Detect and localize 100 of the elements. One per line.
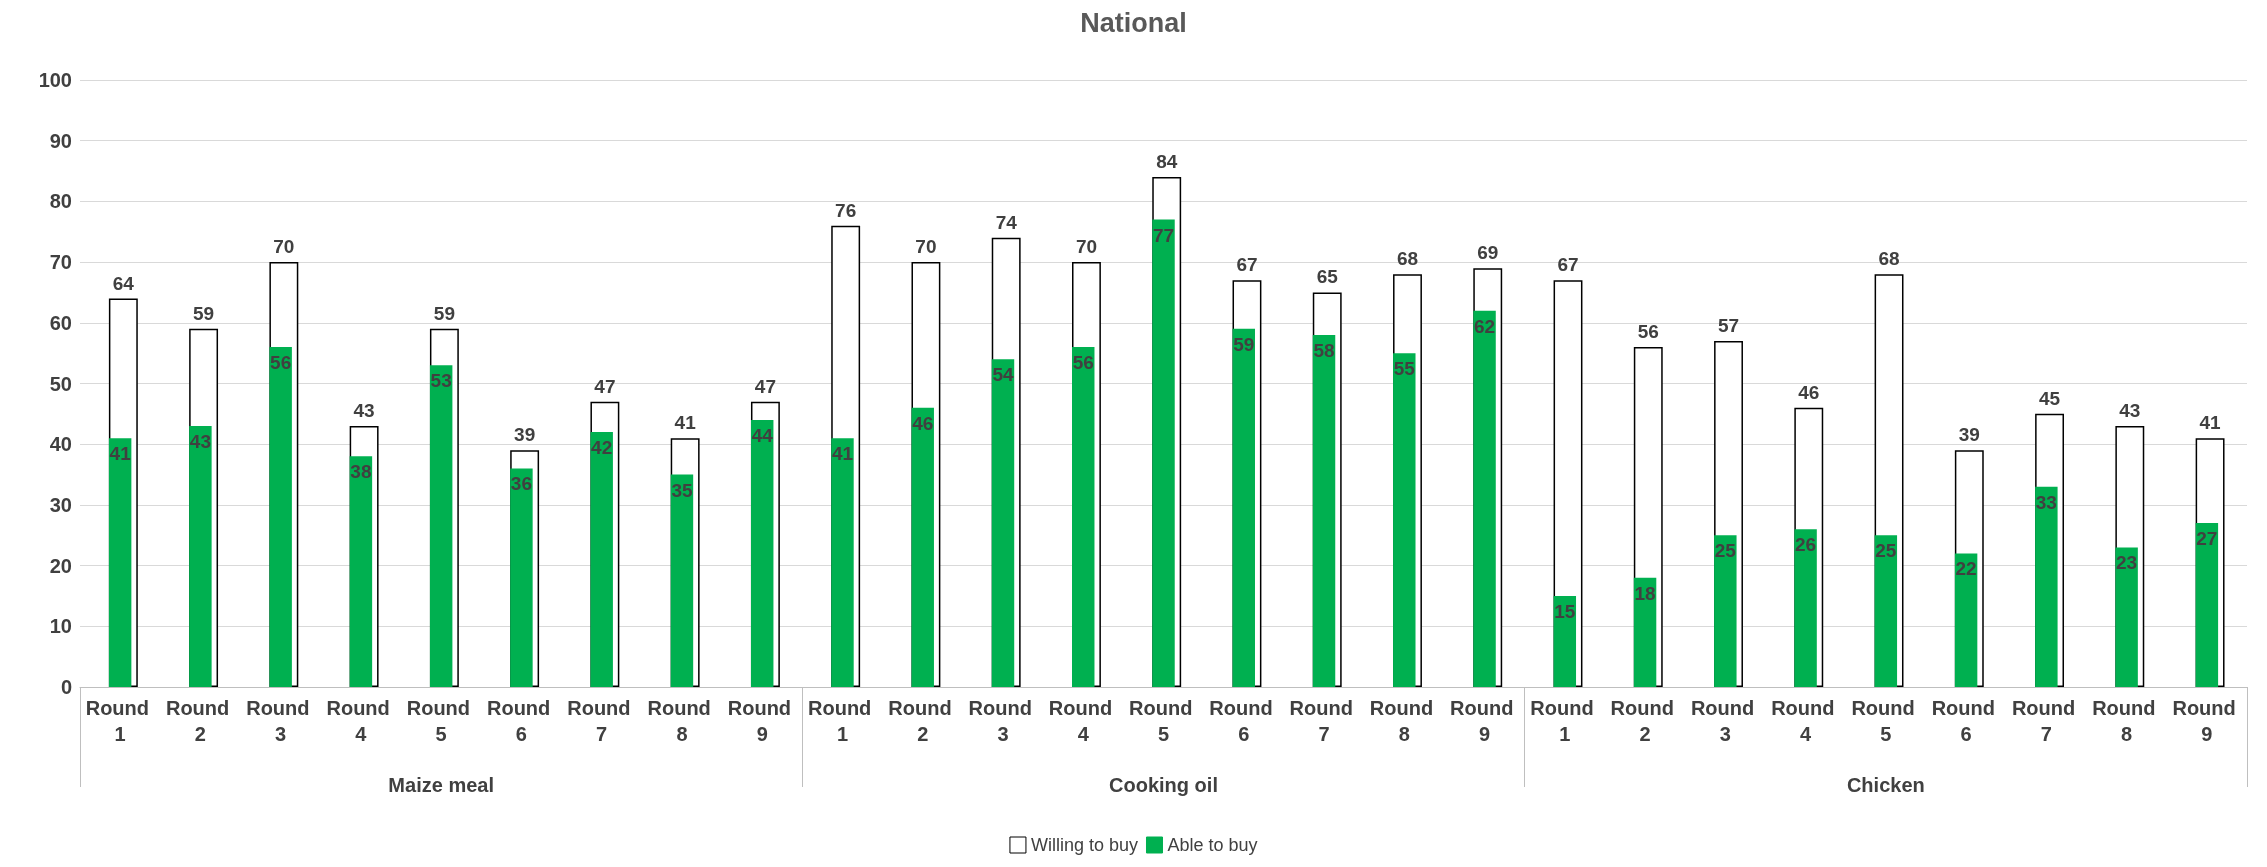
data-label: 59 (433, 302, 455, 324)
x-tick-label: Round 5 (1851, 697, 1921, 745)
x-tick-label: Round 1 (1530, 697, 1600, 745)
bar (750, 419, 774, 687)
data-label: 68 (1878, 248, 1900, 270)
x-tick-label: Round 4 (326, 697, 396, 745)
data-label: 70 (1075, 236, 1098, 258)
data-label: 35 (671, 479, 693, 501)
x-tick-label: Round 2 (888, 697, 958, 745)
bar (2195, 523, 2219, 687)
x-tick-label: Round 1 (85, 697, 155, 745)
data-label: 43 (2119, 399, 2141, 421)
data-label: 68 (1396, 248, 1419, 270)
data-label: 55 (1393, 358, 1416, 380)
chart-title: National (1080, 7, 1187, 38)
data-label: 25 (1714, 540, 1737, 562)
y-tick-label: 80 (49, 190, 72, 213)
x-tick-label: Round 1 (808, 697, 877, 745)
data-label: 39 (514, 424, 536, 446)
text: Maize meal (388, 774, 494, 796)
bar (189, 425, 212, 687)
data-label: 64 (112, 272, 135, 294)
bar (670, 474, 694, 687)
x-tick-label: Round 2 (1610, 697, 1680, 745)
bar (510, 468, 533, 687)
data-label: 47 (594, 375, 616, 397)
data-label: 23 (2116, 552, 2138, 574)
text: Cooking oil (1109, 774, 1218, 796)
data-label: 47 (754, 375, 776, 397)
data-label: 70 (915, 236, 937, 258)
bar (1633, 577, 1657, 687)
bar (1072, 347, 1095, 687)
data-label: 62 (1473, 315, 1496, 337)
x-tick-label: Round 6 (1931, 697, 2001, 745)
bar (991, 359, 1015, 687)
bar (1312, 334, 1336, 687)
data-label: 18 (1634, 582, 1656, 604)
data-label: 58 (1313, 339, 1335, 361)
y-tick-label: 90 (49, 129, 72, 152)
x-tick-label: Round 8 (2092, 697, 2162, 745)
data-label: 22 (1955, 558, 1977, 580)
x-tick-label: Round 5 (406, 697, 476, 745)
x-tick-label: Round 3 (1690, 697, 1760, 745)
data-label: 45 (2038, 387, 2061, 409)
data-label: 46 (912, 412, 934, 434)
bar (911, 407, 934, 687)
bar (349, 456, 373, 687)
y-tick-label: 100 (38, 69, 72, 91)
bar (1553, 595, 1577, 687)
data-label: 42 (591, 437, 613, 459)
x-tick-label: Round 9 (727, 697, 797, 745)
y-tick-label: 10 (49, 615, 72, 638)
data-label: 54 (992, 364, 1014, 386)
bar (108, 438, 132, 687)
x-tick-label: Round 4 (1048, 697, 1118, 745)
data-label: 25 (1875, 540, 1897, 562)
x-tick-label: Round 8 (647, 697, 717, 745)
data-label: 56 (1637, 321, 1659, 343)
x-tick-label: Round 7 (2011, 697, 2081, 745)
data-label: 65 (1316, 266, 1339, 288)
x-tick-label: Round 8 (1369, 697, 1439, 745)
data-label: 44 (751, 424, 774, 446)
data-label: 39 (1958, 424, 1980, 446)
x-tick-label: Round 3 (246, 697, 316, 745)
data-label: 67 (1236, 254, 1258, 276)
bar (1954, 553, 1978, 687)
bar (1874, 535, 1898, 687)
x-tick-label: Round 9 (1450, 697, 1519, 745)
data-label: 41 (2199, 412, 2222, 434)
data-label: 27 (2196, 528, 2218, 550)
data-label: 56 (1072, 352, 1094, 374)
x-tick-label: Round 7 (1289, 697, 1359, 745)
x-tick-label: Round 6 (1209, 697, 1279, 745)
bar (269, 347, 292, 687)
bar (1794, 529, 1817, 687)
y-tick-label: 40 (49, 433, 72, 456)
data-label: 77 (1152, 224, 1175, 246)
y-tick-label: 50 (49, 372, 72, 395)
data-label: 59 (193, 302, 215, 324)
bar (1473, 310, 1496, 687)
x-tick-label: Round 4 (1771, 697, 1841, 745)
x-tick-label: Round 5 (1129, 697, 1198, 745)
data-label: 38 (350, 461, 372, 483)
data-label: 57 (1717, 315, 1740, 337)
data-label: 43 (353, 399, 375, 421)
data-label: 43 (189, 430, 211, 452)
data-label: 36 (510, 473, 532, 495)
data-label: 74 (995, 211, 1018, 233)
y-tick-label: 70 (49, 251, 72, 274)
bar (831, 438, 854, 687)
bar (590, 432, 613, 687)
y-tick-label: 0 (60, 676, 72, 698)
data-label: 84 (1156, 151, 1178, 173)
x-tick-label: Round 7 (567, 697, 637, 745)
x-tick-label: Round 3 (968, 697, 1038, 745)
data-label: 33 (2035, 491, 2057, 513)
data-label: 76 (835, 199, 857, 221)
y-tick-label: 20 (49, 554, 72, 577)
data-label: 56 (270, 352, 292, 374)
data-label: 70 (273, 236, 295, 258)
